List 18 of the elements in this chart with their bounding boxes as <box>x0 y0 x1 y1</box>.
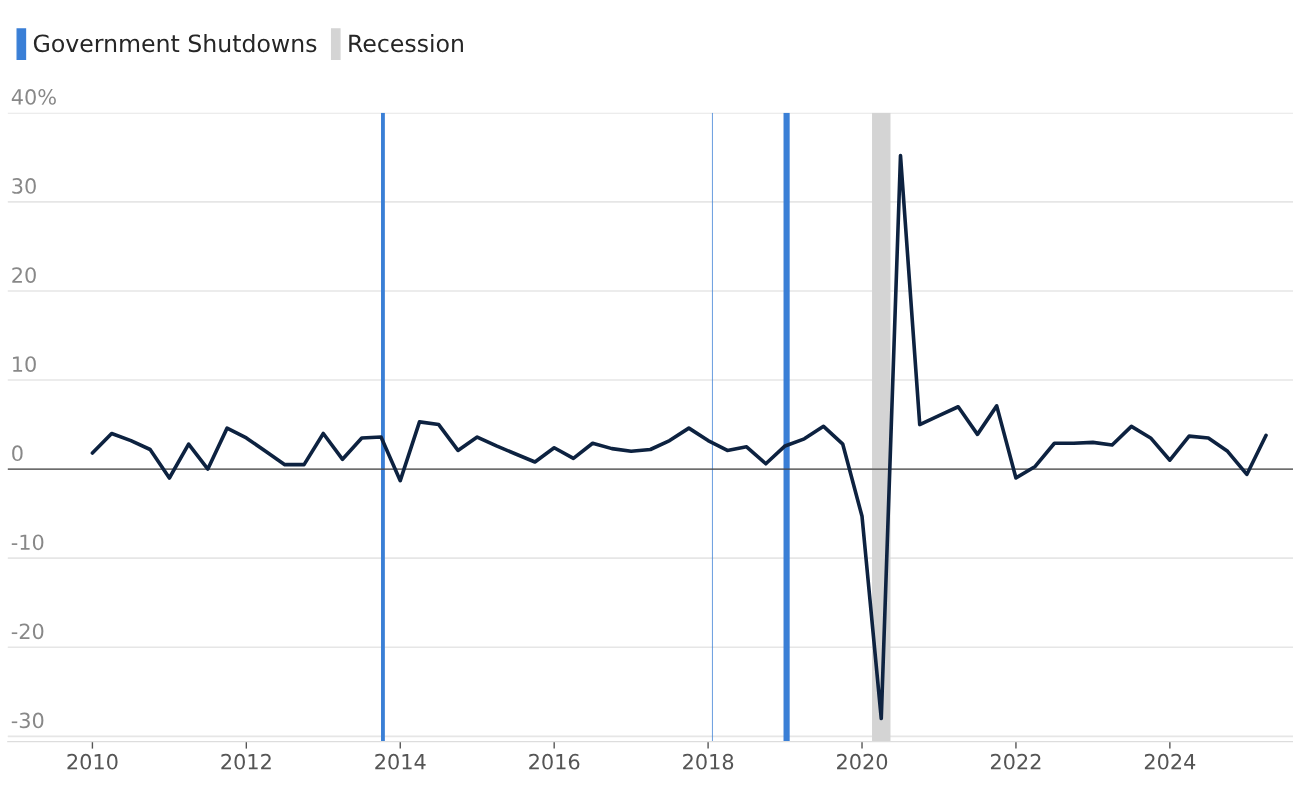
y-tick-label: 10 <box>13 356 36 372</box>
y-tick-label: 20 <box>12 267 36 283</box>
x-tick-label: 2016 <box>529 753 580 770</box>
y-tick-label: 40% <box>11 89 56 105</box>
y-tick-label: -20 <box>11 623 44 640</box>
x-tick-label: 2018 <box>683 753 734 770</box>
legend-label: Recession <box>349 33 463 53</box>
x-tick-label: 2020 <box>837 753 888 770</box>
x-tick-label: 2022 <box>990 753 1041 770</box>
legend-label: Government Shutdowns <box>33 33 317 53</box>
y-tick-label: 30 <box>12 178 36 194</box>
y-tick-label: -10 <box>11 534 44 551</box>
x-tick-label: 2014 <box>375 753 426 770</box>
x-tick-label: 2012 <box>221 753 271 770</box>
y-tick-label: -30 <box>11 712 44 729</box>
x-tick-label: 2010 <box>67 753 118 770</box>
x-tick-label: 2024 <box>1144 753 1196 770</box>
y-tick-label: 0 <box>12 445 23 462</box>
